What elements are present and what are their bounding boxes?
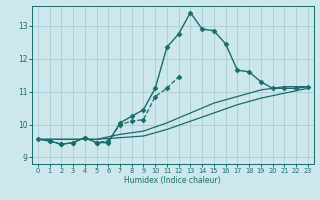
X-axis label: Humidex (Indice chaleur): Humidex (Indice chaleur) (124, 176, 221, 185)
